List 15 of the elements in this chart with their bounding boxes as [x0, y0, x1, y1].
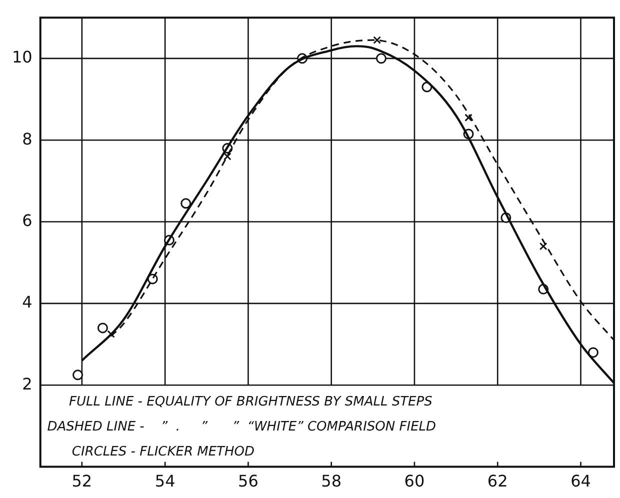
x-tick-label: 62	[487, 472, 508, 491]
y-tick-label: 8	[22, 129, 32, 148]
x-tick-label: 54	[154, 472, 176, 491]
x-tick-label: 64	[570, 472, 591, 491]
x-tick-label: 52	[72, 472, 92, 491]
y-tick-label: 10	[12, 48, 32, 67]
y-tick-label: 2	[22, 374, 32, 394]
x-tick-label: 60	[404, 472, 425, 491]
x-tick-label: 56	[238, 472, 258, 491]
y-tick-label: 4	[22, 292, 32, 312]
x-tick-label: 58	[321, 472, 342, 491]
y-tick-label: 6	[22, 210, 32, 230]
annotation: CIRCLES - FLICKER METHOD	[72, 444, 255, 460]
annotation: DASHED LINE - ” . ” ” “WHITE” COMPARISON FIELD	[47, 420, 436, 434]
annotation: FULL LINE - EQUALITY OF BRIGHTNESS BY SMALL STEPS	[69, 394, 432, 410]
